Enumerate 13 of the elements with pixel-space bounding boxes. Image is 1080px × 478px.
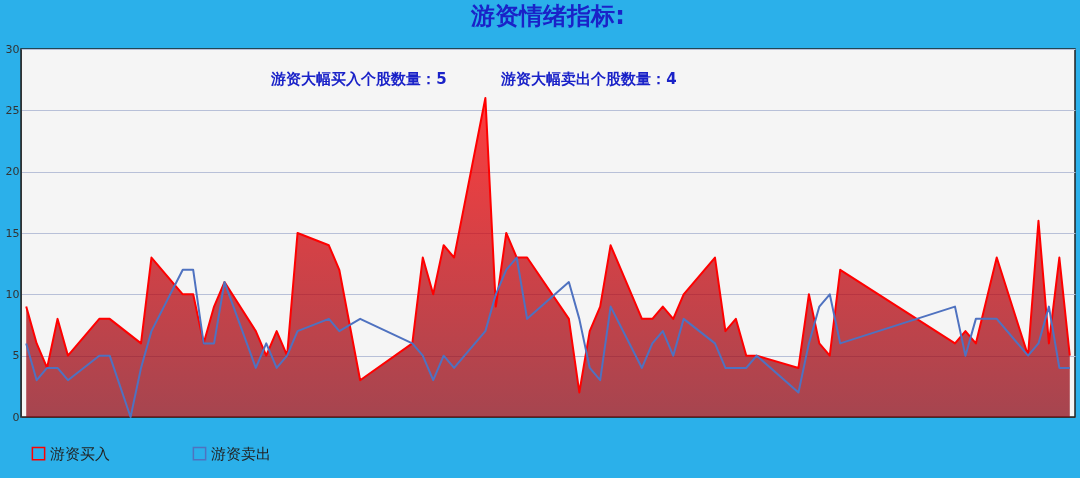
y-tick-label: 10 (5, 287, 20, 301)
y-tick-label: 20 (5, 165, 20, 179)
y-tick-label: 30 (5, 42, 20, 56)
annotation: 游资大幅买入个股数量：5 (270, 70, 447, 88)
y-tick-label: 15 (5, 226, 20, 240)
chart-title: 游资情绪指标: (470, 2, 625, 30)
legend-label: 游资卖出 (211, 444, 271, 463)
line-series (25, 256, 1071, 418)
y-tick-label: 25 (5, 103, 20, 117)
annotation: 游资大幅卖出个股数量：4 (500, 70, 677, 88)
y-tick-label: 0 (12, 410, 20, 424)
legend-label: 游资买入 (50, 444, 110, 463)
y-tick-label: 5 (12, 349, 20, 363)
